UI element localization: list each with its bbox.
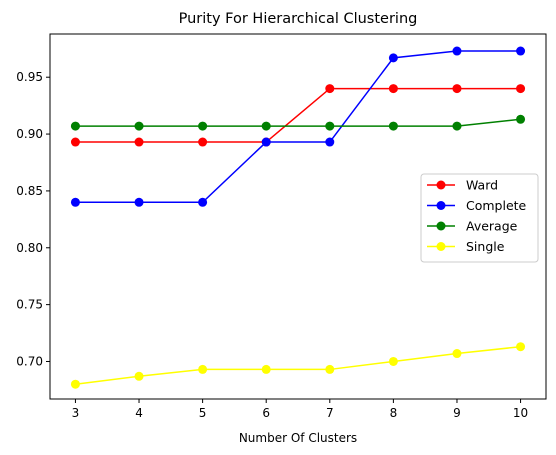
data-point xyxy=(198,197,208,207)
y-tick-label: 0.95 xyxy=(16,70,43,84)
data-point xyxy=(452,121,462,131)
y-tick-label: 0.70 xyxy=(16,354,43,368)
data-point xyxy=(516,84,526,94)
y-tick-label: 0.75 xyxy=(16,298,43,312)
data-point xyxy=(325,121,335,131)
data-point xyxy=(325,364,335,374)
data-point xyxy=(134,121,144,131)
plot-frame xyxy=(49,33,547,400)
data-point xyxy=(452,46,462,56)
x-tick-label: 7 xyxy=(326,406,334,420)
x-tick-label: 10 xyxy=(513,406,528,420)
data-point xyxy=(134,371,144,381)
series-layer xyxy=(70,46,526,389)
series-average xyxy=(70,114,526,131)
legend-item-complete: Complete xyxy=(427,198,527,213)
series-line xyxy=(75,87,521,143)
x-axis: 3 4 5 6 7 8 9 10 xyxy=(72,399,528,420)
legend-item-single: Single xyxy=(427,239,505,254)
legend-label: Single xyxy=(466,239,505,254)
data-point xyxy=(70,137,80,147)
legend-label: Average xyxy=(466,219,518,234)
data-point xyxy=(516,342,526,352)
data-point xyxy=(134,137,144,147)
x-tick-label: 9 xyxy=(453,406,461,420)
legend-label: Complete xyxy=(466,198,527,213)
legend-marker xyxy=(436,221,446,231)
data-point xyxy=(261,121,271,131)
legend-marker xyxy=(436,201,446,210)
x-tick-label: 8 xyxy=(390,406,398,420)
data-point xyxy=(198,137,208,147)
data-point xyxy=(261,364,271,374)
data-point xyxy=(261,137,271,147)
series-complete xyxy=(70,46,526,207)
legend-box xyxy=(420,173,539,263)
y-tick-label: 0.85 xyxy=(16,184,43,198)
x-tick-label: 6 xyxy=(262,406,270,420)
data-point xyxy=(388,53,398,63)
legend-label: Ward xyxy=(466,178,498,193)
chart-title: Purity For Hierarchical Clustering xyxy=(179,11,418,27)
legend-marker xyxy=(436,180,446,190)
data-point xyxy=(134,197,144,207)
y-axis: 0.70 0.75 0.80 0.85 0.90 0.95 xyxy=(16,70,50,368)
data-point xyxy=(198,121,208,131)
legend-item-average: Average xyxy=(427,219,518,234)
series-single xyxy=(70,342,526,389)
x-axis-label: Number Of Clusters xyxy=(239,431,357,445)
x-tick-label: 3 xyxy=(72,406,80,420)
series-line xyxy=(75,118,521,127)
data-point xyxy=(198,364,208,374)
data-point xyxy=(325,84,335,94)
data-point xyxy=(452,84,462,94)
y-tick-label: 0.90 xyxy=(16,127,43,141)
legend-marker xyxy=(436,242,446,251)
data-point xyxy=(452,349,462,359)
data-point xyxy=(516,46,526,56)
data-point xyxy=(388,121,398,131)
x-tick-label: 5 xyxy=(199,406,207,420)
y-tick-label: 0.80 xyxy=(16,241,43,255)
data-point xyxy=(388,356,398,366)
legend: Ward Complete Average Single xyxy=(420,173,539,263)
data-point xyxy=(70,379,80,389)
data-point xyxy=(325,137,335,147)
data-point xyxy=(388,84,398,94)
legend-item-ward: Ward xyxy=(427,178,498,193)
data-point xyxy=(516,114,526,124)
x-tick-label: 4 xyxy=(135,406,143,420)
series-line xyxy=(75,50,521,204)
data-point xyxy=(70,121,80,131)
series-line xyxy=(75,345,521,385)
data-point xyxy=(70,197,80,207)
